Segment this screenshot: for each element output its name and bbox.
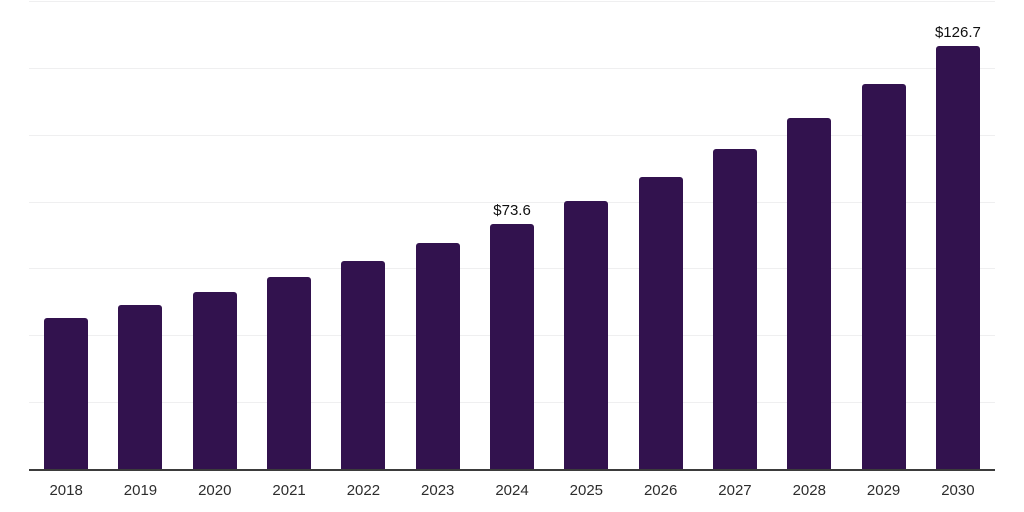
bar-cell-2021	[252, 2, 326, 470]
bar-2018	[44, 317, 89, 470]
x-axis-labels: 2018 2019 2020 2021 2022 2023 2024 2025 2026 2027…	[29, 471, 995, 511]
bar-cell-2025	[549, 2, 623, 470]
x-tick-label-2028: 2028	[792, 482, 826, 499]
bar-2030	[935, 46, 980, 470]
bar-cell-2022	[326, 2, 400, 470]
x-tick-label-2020: 2020	[198, 482, 232, 499]
bar-2019	[118, 305, 163, 470]
bar-2027	[712, 149, 757, 470]
bar-2022	[341, 261, 386, 470]
bar-2023	[415, 243, 460, 470]
bar-cell-2027	[698, 2, 772, 470]
bar-cell-2020	[178, 2, 252, 470]
bar-value-label-2030: $126.7	[934, 24, 981, 42]
bar-cell-2024: $73.6	[475, 2, 549, 470]
bar-cell-2023	[401, 2, 475, 470]
bar-2026	[638, 177, 683, 470]
x-tick-label-2029: 2029	[866, 482, 901, 499]
bar-2020	[192, 292, 237, 470]
bar-cell-2029	[846, 2, 920, 470]
x-tick-label-2022: 2022	[346, 482, 381, 499]
x-tick-label-2024: 2024	[495, 482, 529, 499]
bar-2028	[787, 118, 832, 470]
x-axis-line	[29, 469, 995, 471]
bar-cell-2018	[29, 2, 103, 470]
bar-2021	[267, 277, 312, 470]
x-tick-label-2027: 2027	[718, 482, 752, 499]
bars-row: $73.6 $126.7	[29, 2, 995, 470]
bar-cell-2030: $126.7	[921, 2, 995, 470]
bar-cell-2028	[772, 2, 846, 470]
bar-value-label-2024: $73.6	[493, 201, 531, 219]
bar-2029	[861, 83, 906, 470]
x-tick-label-2023: 2023	[421, 482, 455, 499]
x-tick-label-2030: 2030	[941, 482, 975, 499]
x-tick-label-2019: 2019	[123, 482, 158, 499]
x-tick-label-2021: 2021	[272, 482, 306, 499]
bar-2024	[490, 223, 535, 470]
x-tick-label-2025: 2025	[569, 482, 604, 499]
bar-cell-2019	[103, 2, 177, 470]
bar-2025	[564, 200, 609, 470]
x-tick-label-2018: 2018	[49, 482, 83, 499]
bar-cell-2026	[624, 2, 698, 470]
plot-area: $73.6 $126.7	[29, 1, 995, 471]
x-tick-label-2026: 2026	[643, 482, 678, 499]
